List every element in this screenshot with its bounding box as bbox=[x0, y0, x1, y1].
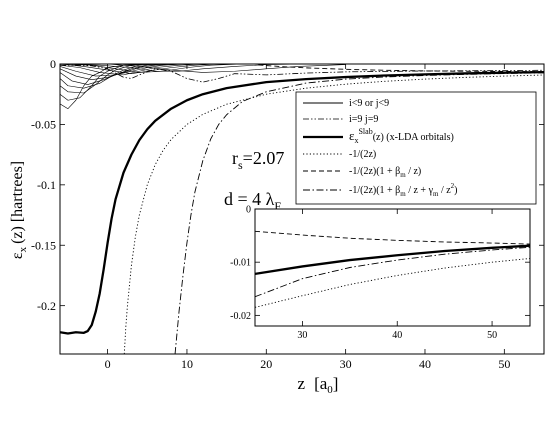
main-series-orb7 bbox=[60, 64, 187, 77]
inset-y-tick-label: -0.02 bbox=[230, 311, 251, 322]
inset-plot: 30 40 50 0 -0.01 -0.02 bbox=[230, 205, 531, 341]
main-series-orb5 bbox=[60, 64, 172, 85]
main-x-tick-label: 50 bbox=[498, 357, 510, 371]
main-series-orb11 bbox=[60, 64, 306, 72]
main-series-group bbox=[60, 64, 544, 354]
d-annotation: d = 4 λF bbox=[224, 189, 281, 213]
main-series-orb10 bbox=[60, 64, 243, 73]
rs-annotation: rs=2.07 bbox=[232, 148, 284, 172]
legend-entry-asym3: -1/(2z)(1 + βm / z + γm / z2) bbox=[349, 182, 458, 198]
legend-entry-asym2: -1/(2z)(1 + βm / z) bbox=[349, 166, 421, 179]
inset-axis-ticks: 30 40 50 0 -0.01 -0.02 bbox=[230, 205, 530, 341]
main-x-tick-label: 20 bbox=[260, 357, 272, 371]
main-x-tick-label: 10 bbox=[181, 357, 193, 371]
main-y-tick-label: -0.15 bbox=[31, 238, 56, 252]
legend-samples bbox=[303, 102, 343, 191]
main-series-asym1 bbox=[123, 74, 544, 354]
inset-series-slab bbox=[255, 244, 530, 276]
main-series-slab bbox=[60, 70, 544, 335]
main-plot: 0 10 20 30 40 50 0 -0.05 -0.1 -0.15 -0.2 z [a0] εx(… bbox=[9, 57, 545, 396]
legend-entry-ij9: i=9 j=9 bbox=[349, 114, 378, 125]
main-x-tick-label: 30 bbox=[340, 357, 352, 371]
legend-entry-slab: εxSlab(z) (x-LDA orbitals) bbox=[349, 127, 454, 145]
main-y-tick-label: -0.05 bbox=[31, 118, 56, 132]
inset-series-group bbox=[255, 230, 530, 308]
main-y-tick-label: -0.2 bbox=[37, 299, 56, 313]
inset-x-tick-label: 50 bbox=[487, 330, 497, 341]
legend-box bbox=[295, 91, 537, 205]
inset-x-tick-label: 40 bbox=[392, 330, 402, 341]
main-x-tick-label: 0 bbox=[105, 357, 111, 371]
main-series-orb8 bbox=[60, 64, 203, 76]
inset-series-asym1 bbox=[255, 258, 530, 308]
inset-y-tick-label: -0.01 bbox=[230, 258, 251, 269]
main-x-tick-label: 40 bbox=[419, 357, 431, 371]
legend-entry-asym1: -1/(2z) bbox=[349, 149, 376, 160]
main-series-orb1 bbox=[60, 64, 148, 110]
main-series-asym2 bbox=[258, 64, 544, 73]
legend-entry-orbitals: i<9 or j<9 bbox=[349, 98, 389, 109]
main-series-ij9 bbox=[60, 64, 544, 83]
legend: i<9 or j<9 i=9 j=9 εxSlab(z) (x-LDA orbi… bbox=[295, 91, 537, 205]
main-y-tick-label: 0 bbox=[50, 57, 56, 71]
main-series-orb12 bbox=[60, 64, 346, 73]
main-series-orb2 bbox=[60, 64, 148, 101]
inset-x-tick-label: 30 bbox=[297, 330, 307, 341]
y-axis-label: εx(z) [hartrees] bbox=[9, 161, 29, 259]
main-series-asym3 bbox=[174, 72, 544, 354]
main-series-orb3 bbox=[60, 64, 156, 94]
x-axis-label: z [a0] bbox=[298, 374, 339, 396]
inset-series-asym3 bbox=[255, 246, 530, 298]
main-y-tick-label: -0.1 bbox=[37, 178, 56, 192]
inset-y-tick-label: 0 bbox=[246, 205, 251, 216]
